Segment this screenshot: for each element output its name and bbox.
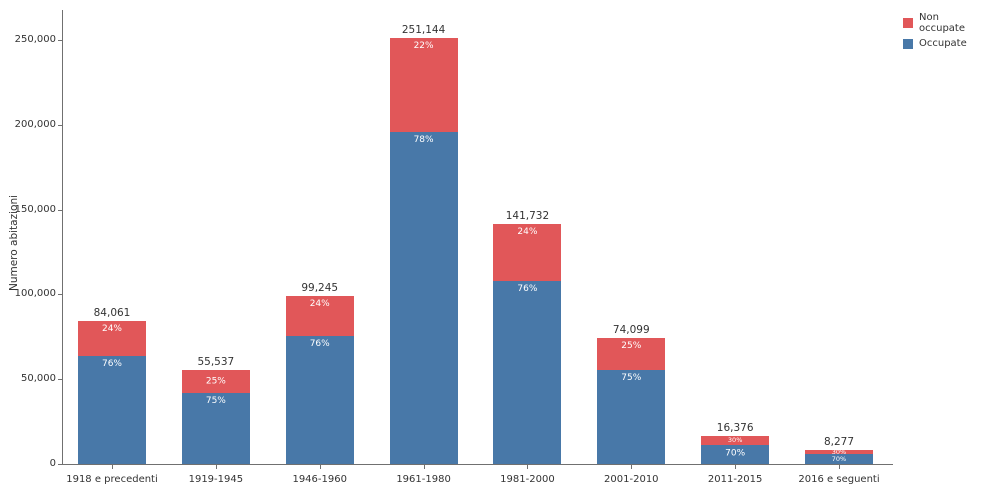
pct-label-non-occupate: 24%	[517, 226, 538, 237]
legend-label-non-occupate: Non occupate	[919, 12, 966, 34]
bar-total-label: 8,277	[823, 435, 855, 448]
y-tick-label: 0	[49, 458, 56, 469]
x-tick-label: 2011-2015	[707, 474, 763, 485]
x-tick	[527, 465, 529, 469]
pct-label-occupate: 70%	[831, 454, 847, 463]
legend-item-occupate[interactable]: Occupate	[903, 38, 988, 49]
bar-segment-non-occupate[interactable]: 22%	[389, 38, 458, 132]
bar-segment-non-occupate[interactable]: 25%	[597, 338, 666, 370]
pct-label-occupate: 75%	[205, 396, 226, 407]
y-axis-line	[62, 10, 63, 464]
y-tick-label: 200,000	[14, 118, 56, 130]
y-tick	[58, 40, 62, 41]
pct-label-non-occupate: 24%	[101, 324, 122, 335]
bar-segment-non-occupate[interactable]: 30%	[701, 436, 770, 445]
x-tick	[631, 465, 633, 469]
bar-total-label: 16,376	[716, 422, 754, 435]
bar-segment-non-occupate[interactable]: 30%	[805, 449, 874, 455]
x-tick	[839, 465, 841, 469]
pct-label-non-occupate: 22%	[413, 41, 434, 52]
pct-label-occupate: 76%	[309, 339, 330, 350]
y-tick-label: 50,000	[21, 373, 56, 385]
x-tick-label: 1918 e precedenti	[66, 474, 158, 485]
x-tick-label: 1919-1945	[188, 474, 244, 485]
bar-segment-non-occupate[interactable]: 24%	[493, 223, 562, 282]
y-tick-label: 250,000	[14, 34, 56, 45]
bar-segment-occupate[interactable]: 76%	[78, 355, 146, 464]
legend: Non occupate Occupate	[903, 12, 988, 53]
bar-segment-occupate[interactable]: 76%	[493, 281, 562, 464]
x-tick-label: 1961-1980	[396, 474, 451, 485]
x-tick	[423, 465, 425, 469]
legend-swatch-occupate-icon	[903, 38, 913, 49]
pct-label-occupate: 75%	[621, 372, 642, 383]
pct-label-occupate: 70%	[725, 448, 746, 459]
legend-label-occupate: Occupate	[919, 38, 967, 49]
bar-segment-non-occupate[interactable]: 25%	[181, 369, 250, 394]
legend-item-non-occupate[interactable]: Non occupate	[903, 12, 988, 34]
pct-label-non-occupate: 30%	[831, 449, 847, 455]
pct-label-occupate: 78%	[413, 134, 434, 145]
bar-segment-occupate[interactable]: 70%	[805, 454, 874, 464]
pct-label-occupate: 76%	[101, 358, 122, 369]
x-axis-line	[62, 464, 893, 465]
pct-label-non-occupate: 25%	[621, 341, 642, 352]
bar-segment-occupate[interactable]: 75%	[597, 369, 666, 464]
y-tick-label: 150,000	[14, 203, 56, 215]
bar-total-label: 99,245	[301, 281, 339, 294]
y-tick	[58, 379, 62, 381]
y-tick	[58, 124, 62, 126]
pct-label-non-occupate: 24%	[309, 298, 330, 309]
x-tick-label: 1981-2000	[500, 474, 555, 485]
y-tick-label: 100,000	[14, 288, 56, 300]
x-tick	[735, 465, 737, 469]
x-tick-label: 2016 e seguenti	[798, 474, 880, 485]
bar-total-label: 55,537	[197, 355, 235, 368]
y-tick	[58, 209, 62, 211]
x-tick-label: 1946-1960	[292, 474, 347, 485]
bar-segment-occupate[interactable]: 70%	[701, 444, 770, 464]
bar-segment-occupate[interactable]: 75%	[181, 393, 250, 464]
x-tick	[112, 465, 113, 469]
pct-label-non-occupate: 30%	[727, 436, 743, 445]
x-tick-label: 2001-2010	[604, 474, 659, 485]
bar-segment-non-occupate[interactable]: 24%	[78, 321, 146, 356]
bar-segment-non-occupate[interactable]: 24%	[285, 295, 354, 337]
pct-label-occupate: 76%	[517, 284, 538, 295]
bar-total-label: 74,099	[612, 324, 650, 337]
bar-segment-occupate[interactable]: 76%	[285, 336, 354, 464]
bar-segment-occupate[interactable]: 78%	[389, 131, 458, 464]
bar-total-label: 84,061	[93, 307, 131, 320]
y-tick	[58, 464, 62, 465]
bar-total-label: 251,144	[401, 24, 446, 37]
x-tick	[215, 465, 217, 469]
pct-label-non-occupate: 25%	[205, 376, 226, 387]
bar-total-label: 141,732	[505, 209, 550, 222]
x-tick	[319, 465, 321, 469]
y-tick	[58, 294, 62, 296]
legend-swatch-non-occupate-icon	[903, 18, 913, 28]
